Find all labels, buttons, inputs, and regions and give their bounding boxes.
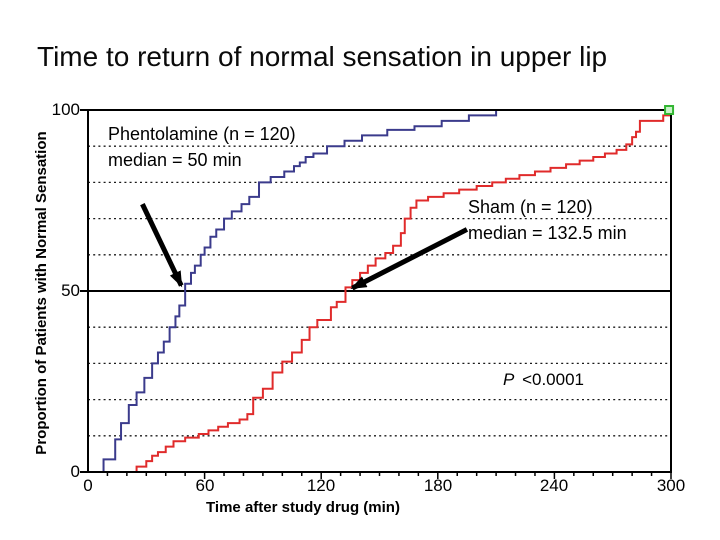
phentolamine-series-label: Phentolamine (n = 120) median = 50 min [108, 121, 296, 173]
y-tick-label-100: 100 [51, 100, 80, 119]
y-tick-label-0: 0 [70, 462, 80, 481]
sham-curve [115, 110, 672, 473]
phentolamine-series-name: Phentolamine (n = 120) [108, 124, 296, 144]
phentolamine-curve [102, 109, 526, 472]
phentolamine-median-arrow [140, 203, 184, 288]
chart-title: Time to return of normal sensation in up… [37, 41, 608, 72]
y-tick-label-50: 50 [61, 281, 80, 300]
x-tick-label-120: 120 [306, 476, 336, 495]
p-value-label: P <0.0001 [503, 370, 584, 390]
p-stat-symbol: P [503, 370, 515, 389]
p-value-text: <0.0001 [517, 370, 584, 389]
sham-median-text: median = 132.5 min [468, 223, 627, 243]
x-tick-label-180: 180 [423, 476, 453, 495]
selection-handle[interactable] [664, 105, 675, 115]
sham-median-arrow [350, 227, 469, 291]
phentolamine-median-text: median = 50 min [108, 150, 242, 170]
x-tick-label-60: 60 [195, 476, 215, 495]
x-tick-label-240: 240 [539, 476, 569, 495]
x-axis-title: Time after study drug (min) [206, 499, 400, 516]
x-tick-label-0: 0 [83, 476, 93, 495]
sham-series-label: Sham (n = 120) median = 132.5 min [468, 194, 627, 246]
x-tick-label-300: 300 [656, 476, 686, 495]
sham-series-name: Sham (n = 120) [468, 197, 593, 217]
